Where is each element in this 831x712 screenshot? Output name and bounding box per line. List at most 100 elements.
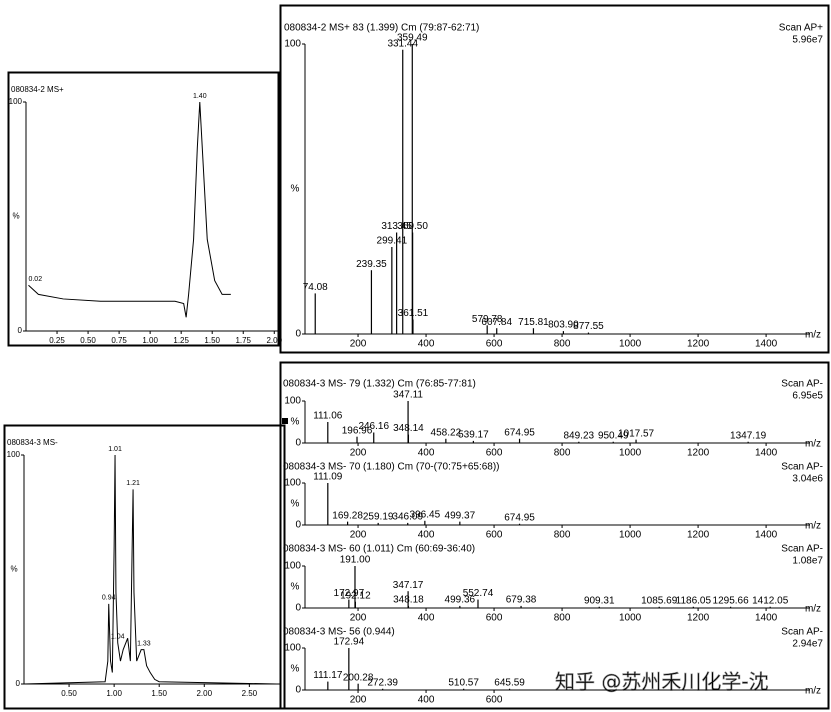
peak-label: 299.41 — [377, 236, 408, 247]
intensity: 3.04e6 — [792, 474, 823, 485]
peak-label: 539.17 — [458, 430, 489, 441]
x-tick-label: 1400 — [755, 448, 778, 459]
x-tick-label: 400 — [418, 448, 435, 459]
x-tick-label: 1400 — [755, 613, 778, 624]
panel-frame — [7, 71, 280, 347]
x-tick-label: 1.75 — [235, 336, 251, 345]
peak-label: 1017.57 — [618, 428, 655, 439]
x-tick-label: 2.00 — [266, 336, 282, 345]
x-axis-label: m/z — [805, 330, 821, 341]
x-tick-label: 800 — [554, 530, 571, 541]
peak-label: 1186.05 — [676, 595, 712, 606]
x-tick-label: 1000 — [619, 613, 642, 624]
x-tick-label: 1000 — [619, 530, 642, 541]
peak-label: 674.95 — [504, 512, 535, 523]
y-axis-label: % — [291, 582, 300, 593]
x-tick-label: 1200 — [687, 339, 710, 350]
peak-label: 246.16 — [358, 421, 389, 432]
chromatogram-trace — [23, 454, 277, 685]
peak-label: 196.96 — [342, 425, 373, 436]
peak-label: 200.28 — [343, 672, 374, 683]
peak-label: 0.94 — [102, 595, 116, 602]
peak-label: 1295.66 — [713, 595, 750, 606]
x-tick-label: 400 — [418, 695, 435, 706]
peak-label: 715.81 — [518, 317, 549, 328]
intensity: 6.95e5 — [792, 391, 823, 402]
y-axis-label: % — [291, 499, 300, 510]
marker-square — [282, 418, 288, 424]
x-axis-label: m/z — [805, 686, 821, 697]
peak-label: 192.12 — [340, 590, 371, 601]
y-axis-label: % — [291, 417, 300, 428]
peak-label: 0.02 — [28, 276, 42, 283]
y-tick-label: 0 — [16, 679, 21, 688]
panel-frame — [3, 424, 286, 710]
peak-label: 499.37 — [445, 510, 476, 521]
peak-label: 607.84 — [481, 317, 512, 328]
peak-label: 348.14 — [393, 423, 424, 434]
peak-label: 877.55 — [573, 321, 604, 332]
peak-label: 645.59 — [494, 677, 525, 688]
x-tick-label: 200 — [350, 695, 367, 706]
peak-label: 313.45 — [381, 221, 412, 232]
scan-mode: Scan AP- — [781, 544, 823, 555]
y-axis-label: % — [10, 565, 17, 574]
x-tick-label: 400 — [418, 530, 435, 541]
intensity: 2.94e7 — [792, 639, 823, 650]
x-tick-label: 1200 — [687, 530, 710, 541]
peak-label: 272.39 — [367, 677, 398, 688]
peak-label: 360.50 — [397, 221, 428, 232]
panel-title: 080834-3 MS- 70 (1.180) Cm (70-(70:75+65… — [283, 462, 500, 473]
x-tick-label: 600 — [486, 339, 503, 350]
x-tick-label: 0.50 — [61, 689, 77, 698]
peak-label: 239.35 — [356, 259, 387, 270]
y-tick-label: 100 — [284, 643, 301, 654]
peak-label: 348.18 — [393, 595, 424, 606]
x-tick-label: 1200 — [687, 448, 710, 459]
y-tick-label: 100 — [284, 561, 301, 572]
x-tick-label: 1.50 — [151, 689, 167, 698]
peak-label: 1.01 — [108, 446, 122, 453]
x-tick-label: 1.50 — [204, 336, 220, 345]
y-tick-label: 100 — [284, 39, 301, 50]
peak-label: 191.00 — [340, 555, 371, 566]
peak-label: 111.17 — [313, 670, 343, 681]
peak-label: 510.57 — [448, 677, 479, 688]
peak-label: 1.40 — [193, 93, 207, 100]
y-tick-label: 100 — [9, 97, 23, 106]
x-tick-label: 1400 — [755, 530, 778, 541]
scan-mode: Scan AP- — [781, 627, 823, 638]
x-axis-label: m/z — [805, 521, 821, 532]
peak-label: 347.17 — [393, 580, 424, 591]
peak-label: 346.09 — [392, 512, 423, 523]
peak-label: 169.28 — [332, 510, 363, 521]
panel-title: 080834-3 MS- 79 (1.332) Cm (76:85-77:81) — [283, 379, 476, 390]
peak-label: 1.33 — [137, 640, 151, 647]
x-tick-label: 1.00 — [142, 336, 158, 345]
x-tick-label: 1000 — [619, 448, 642, 459]
y-axis-label: % — [12, 212, 19, 221]
panel-title: 080834-3 MS- 60 (1.011) Cm (60:69-36:40) — [283, 544, 475, 555]
peak-label: 1347.19 — [730, 430, 767, 441]
x-tick-label: 600 — [486, 530, 503, 541]
peak-label: 552.74 — [463, 588, 494, 599]
y-axis-label: % — [291, 184, 300, 195]
x-tick-label: 600 — [486, 613, 503, 624]
x-tick-label: 2.50 — [242, 689, 258, 698]
panel-frame — [279, 361, 830, 710]
x-tick-label: 0.50 — [80, 336, 96, 345]
x-tick-label: 200 — [350, 613, 367, 624]
panel-title: 080834-3 MS- — [7, 438, 58, 447]
x-tick-label: 0.25 — [49, 336, 65, 345]
panel-frame — [279, 4, 830, 354]
y-tick-label: 0 — [295, 438, 301, 449]
y-tick-label: 0 — [295, 685, 301, 696]
scan-mode: Scan AP- — [781, 462, 823, 473]
x-tick-label: 0.75 — [111, 336, 127, 345]
peak-label: 909.31 — [584, 595, 615, 606]
x-tick-label: 400 — [418, 613, 435, 624]
x-tick-label: 200 — [350, 339, 367, 350]
peak-label: 172.97 — [334, 588, 365, 599]
y-tick-label: 0 — [18, 326, 23, 335]
